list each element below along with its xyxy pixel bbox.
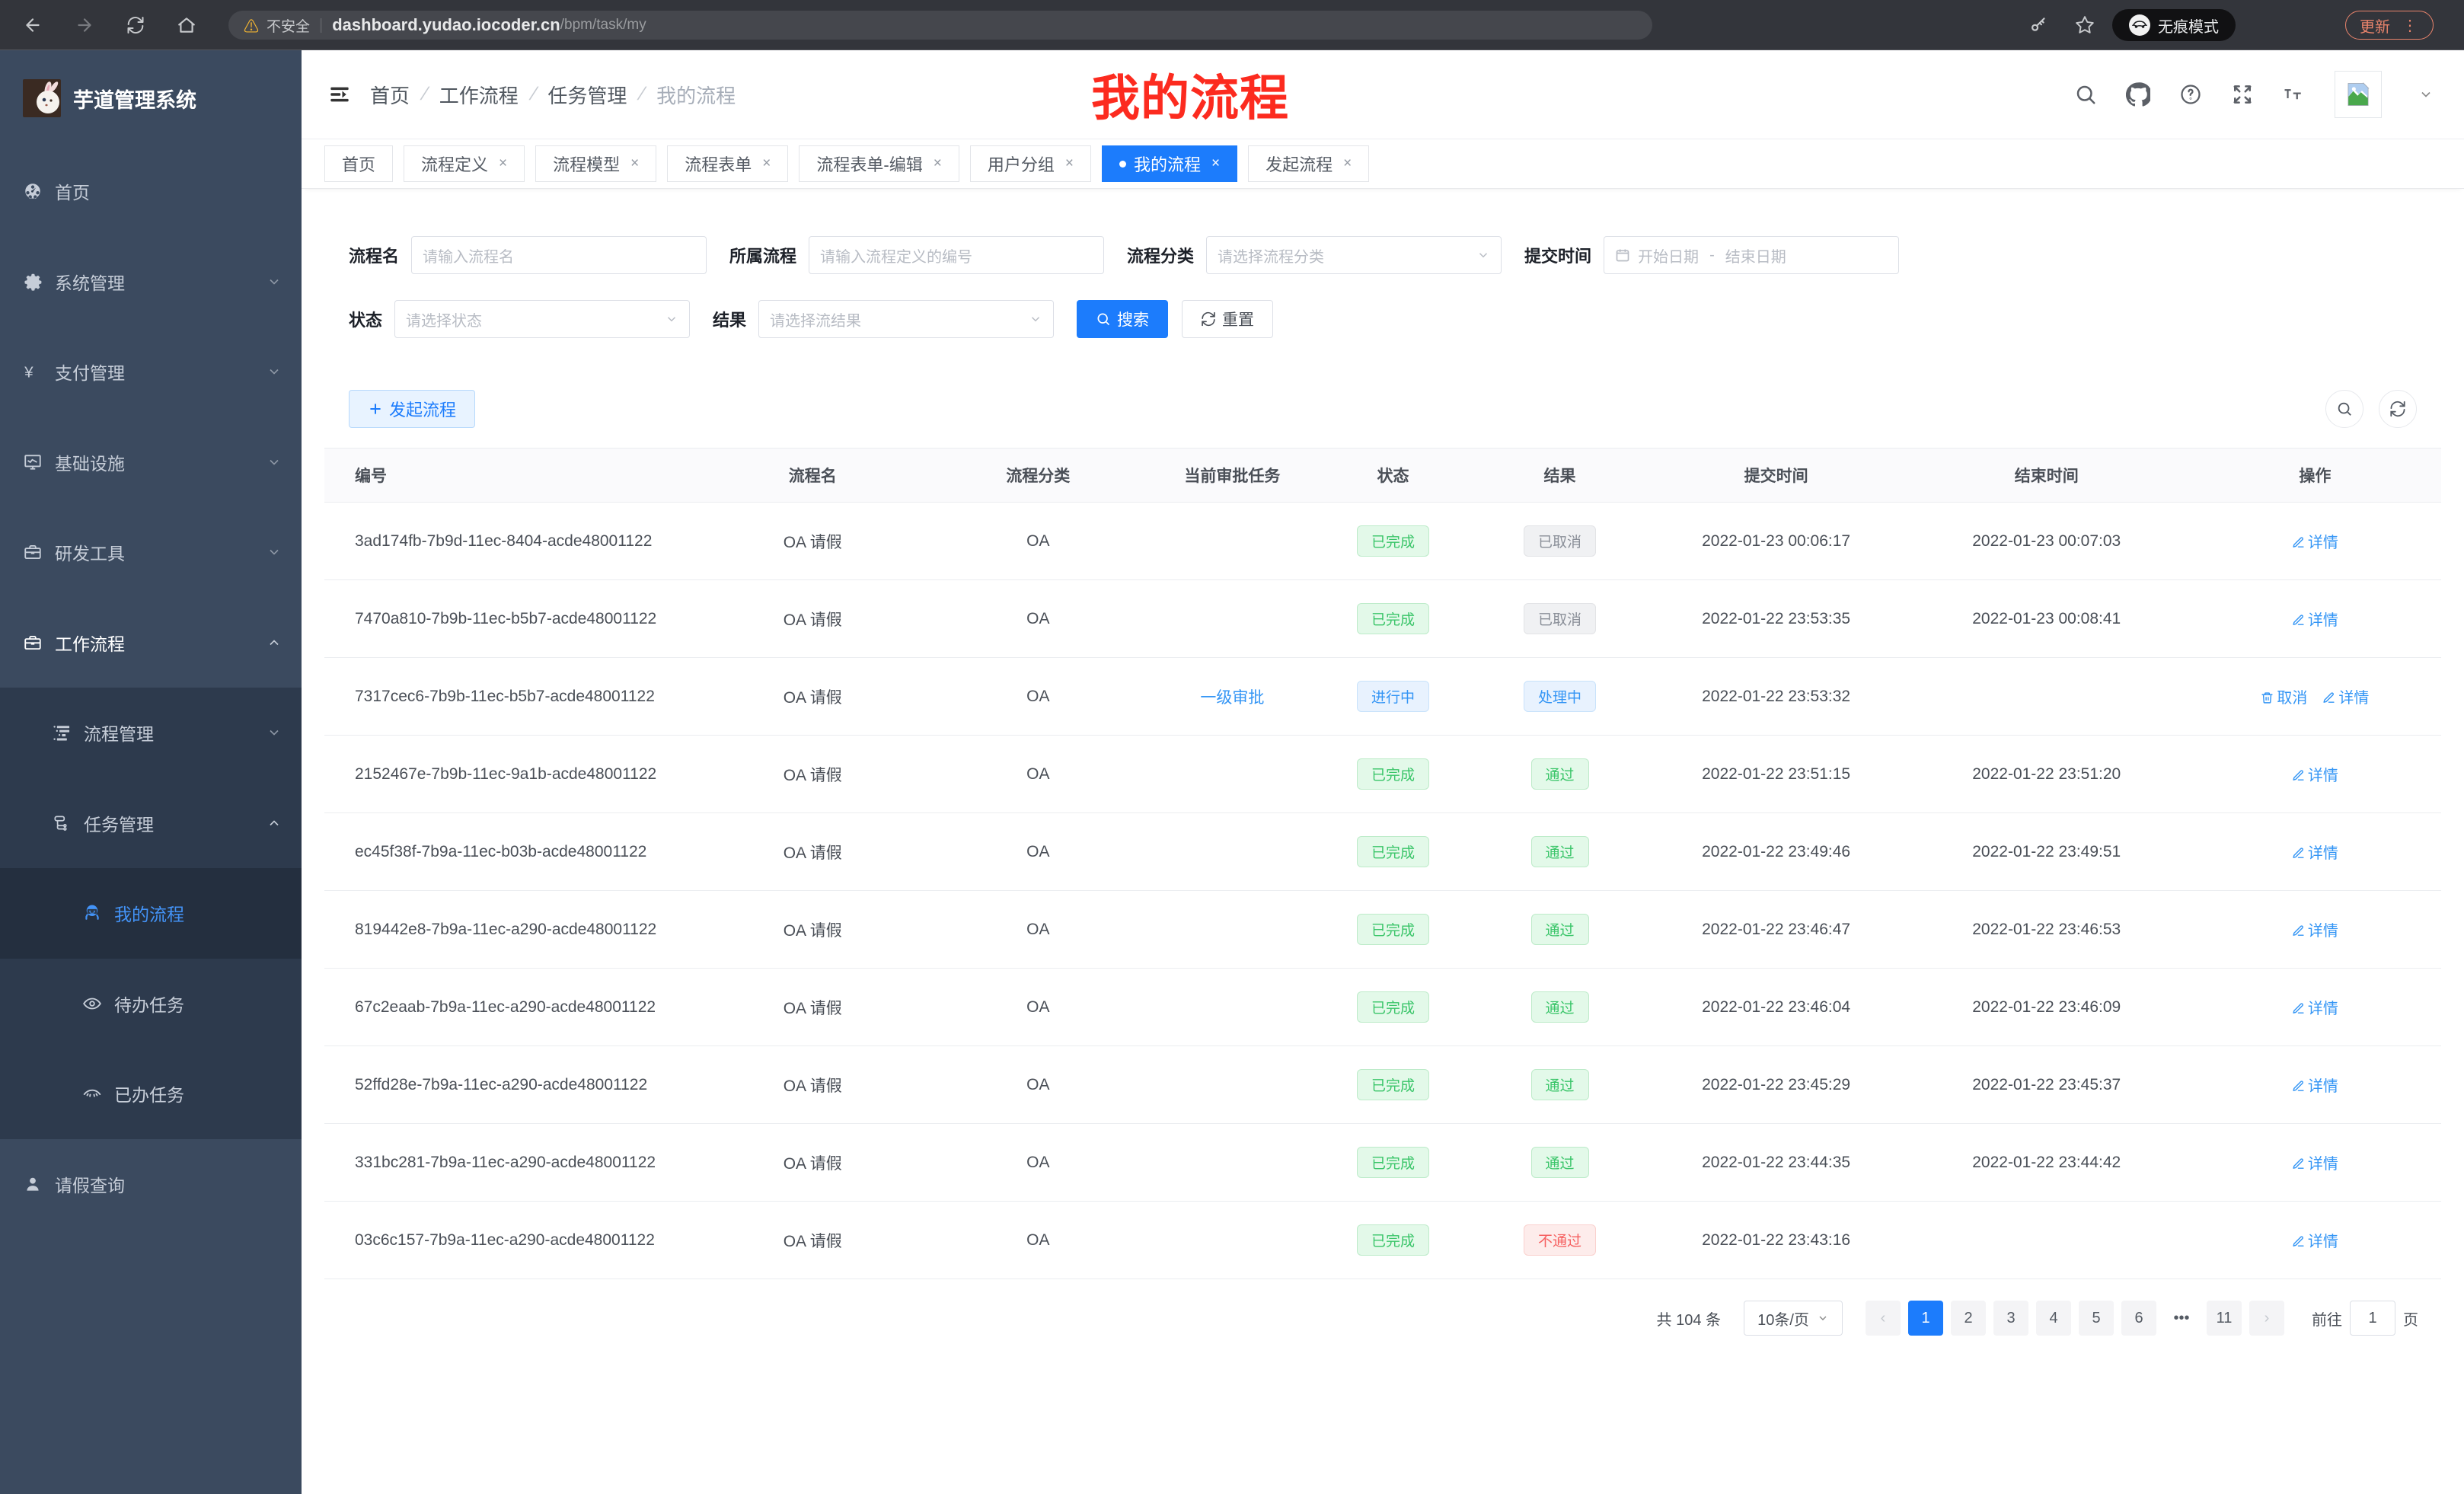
- svg-text:¥: ¥: [24, 364, 34, 381]
